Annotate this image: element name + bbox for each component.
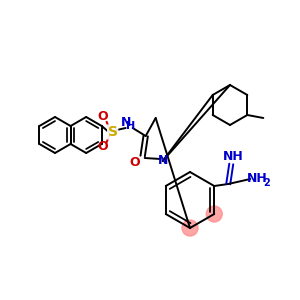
Text: 2: 2 [263,178,270,188]
Text: N: N [121,116,131,128]
Text: N: N [158,154,168,167]
Text: S: S [108,125,118,139]
Circle shape [182,220,198,236]
Text: NH: NH [247,172,268,185]
Text: H: H [126,121,135,131]
Text: O: O [98,110,108,124]
Text: O: O [98,140,108,154]
Text: O: O [129,155,140,169]
Circle shape [206,206,222,222]
Text: NH: NH [223,149,244,163]
